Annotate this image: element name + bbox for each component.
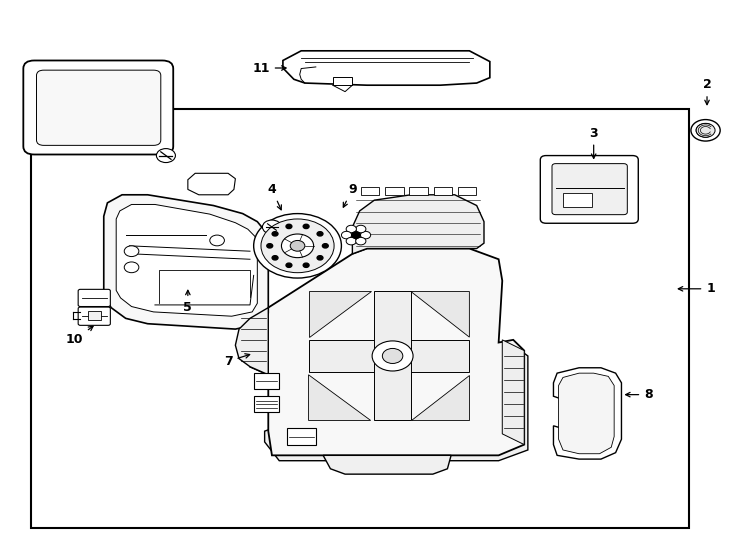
Polygon shape [308, 340, 469, 372]
Text: 9: 9 [344, 183, 357, 207]
Polygon shape [352, 195, 484, 254]
Polygon shape [188, 173, 236, 195]
Bar [31, 109, 688, 528]
Polygon shape [434, 187, 452, 195]
Ellipse shape [346, 225, 357, 233]
Text: 11: 11 [252, 62, 286, 75]
Polygon shape [553, 368, 622, 459]
Text: 6: 6 [78, 81, 86, 110]
Circle shape [210, 235, 225, 246]
Polygon shape [265, 345, 528, 461]
FancyBboxPatch shape [78, 289, 110, 307]
Circle shape [156, 148, 175, 163]
Polygon shape [502, 340, 524, 444]
Polygon shape [333, 77, 352, 85]
Polygon shape [116, 205, 258, 316]
Polygon shape [247, 248, 524, 455]
Circle shape [286, 224, 292, 228]
Polygon shape [308, 292, 371, 337]
Polygon shape [103, 195, 269, 329]
Text: 1: 1 [678, 282, 715, 295]
Circle shape [267, 244, 272, 248]
FancyBboxPatch shape [540, 156, 639, 223]
Circle shape [382, 348, 403, 363]
Circle shape [261, 219, 334, 273]
Polygon shape [458, 187, 476, 195]
FancyBboxPatch shape [552, 164, 628, 215]
Polygon shape [236, 308, 269, 375]
Circle shape [254, 214, 341, 278]
Circle shape [303, 263, 309, 267]
Polygon shape [254, 396, 279, 413]
Circle shape [352, 232, 360, 238]
Ellipse shape [356, 238, 366, 245]
Text: 3: 3 [589, 126, 598, 158]
Circle shape [691, 119, 720, 141]
Circle shape [124, 262, 139, 273]
Text: 7: 7 [224, 354, 250, 368]
Text: 10: 10 [66, 326, 93, 346]
Polygon shape [411, 292, 469, 337]
Ellipse shape [346, 238, 357, 245]
Polygon shape [374, 292, 411, 421]
Bar [87, 312, 101, 320]
Bar [563, 193, 592, 207]
Circle shape [303, 224, 309, 228]
FancyBboxPatch shape [37, 70, 161, 145]
FancyBboxPatch shape [23, 60, 173, 154]
Polygon shape [283, 51, 490, 85]
Polygon shape [254, 373, 279, 389]
Polygon shape [559, 373, 614, 454]
Circle shape [286, 263, 292, 267]
Text: 5: 5 [184, 291, 192, 314]
Polygon shape [323, 455, 451, 474]
Circle shape [272, 232, 278, 236]
Circle shape [124, 246, 139, 256]
Ellipse shape [360, 231, 371, 239]
Polygon shape [308, 375, 371, 421]
Text: 4: 4 [268, 183, 281, 210]
Ellipse shape [356, 225, 366, 233]
Circle shape [372, 341, 413, 371]
Circle shape [272, 255, 278, 260]
Polygon shape [410, 187, 428, 195]
FancyBboxPatch shape [78, 307, 110, 325]
Polygon shape [361, 187, 379, 195]
Polygon shape [411, 375, 469, 421]
Text: 8: 8 [625, 388, 653, 401]
Circle shape [696, 123, 715, 137]
Circle shape [263, 220, 281, 234]
Ellipse shape [341, 231, 352, 239]
Circle shape [281, 234, 313, 258]
Text: 2: 2 [702, 78, 711, 105]
Circle shape [322, 244, 328, 248]
Polygon shape [286, 428, 316, 444]
Circle shape [317, 232, 323, 236]
Circle shape [290, 240, 305, 251]
Polygon shape [385, 187, 404, 195]
Circle shape [317, 255, 323, 260]
